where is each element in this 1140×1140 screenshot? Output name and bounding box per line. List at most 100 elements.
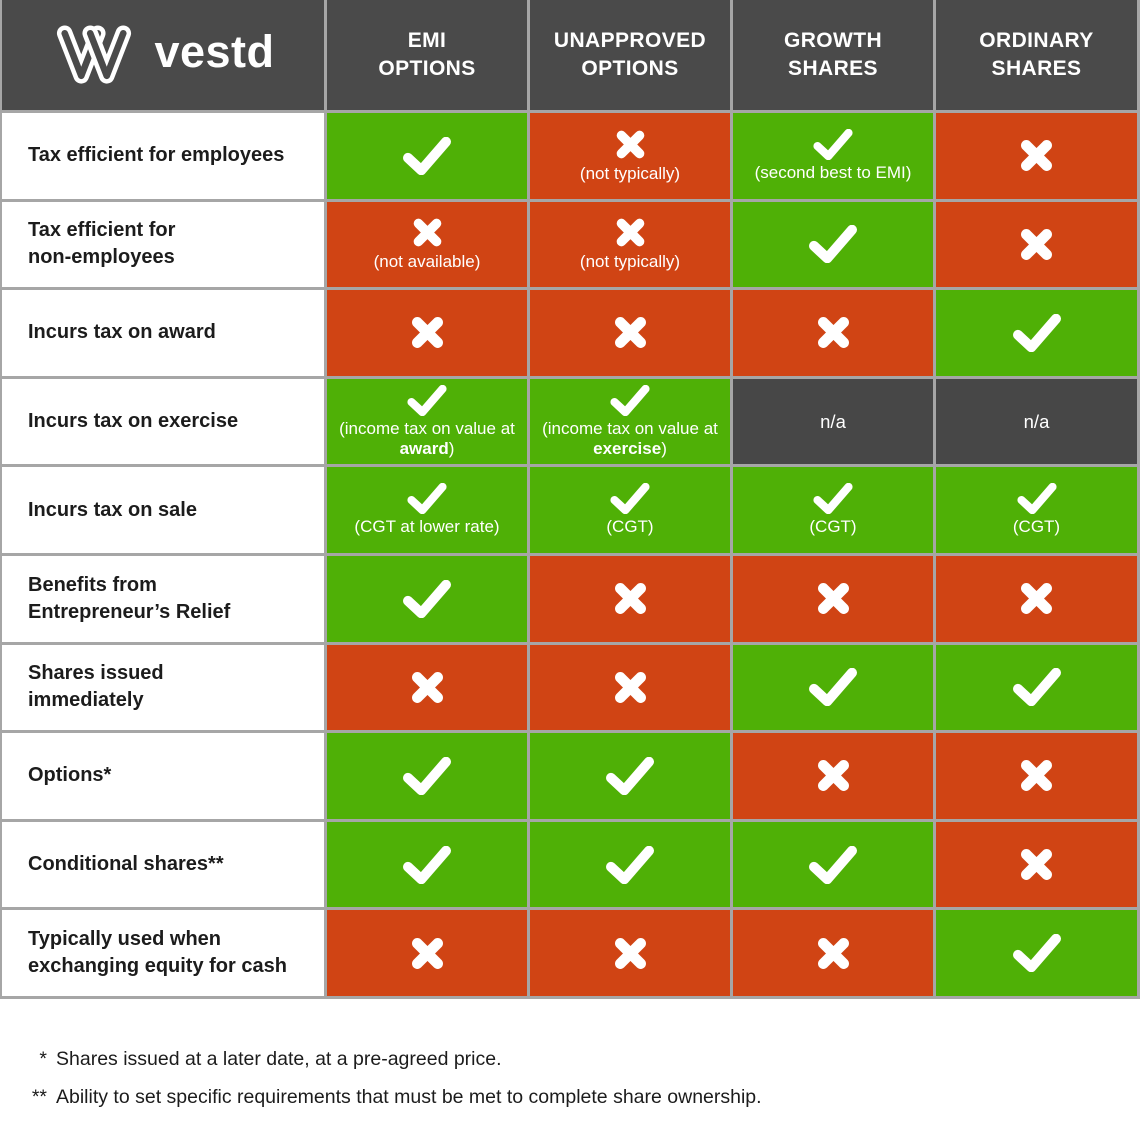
cell-yes [530, 733, 730, 819]
check-icon [407, 483, 447, 515]
cell-note: (CGT) [606, 517, 654, 537]
cross-icon [413, 219, 441, 247]
brand-header-cell: vestd [2, 0, 324, 110]
footnote-marker: ** [31, 1086, 47, 1109]
check-icon [1012, 313, 1061, 352]
cross-icon [614, 671, 646, 703]
cell-yes: (CGT at lower rate) [327, 467, 527, 553]
vestd-heart-logo-icon [51, 0, 137, 117]
cell-note: (CGT at lower rate) [354, 517, 500, 537]
check-icon [1016, 483, 1057, 515]
cross-icon [817, 937, 849, 969]
cell-no [327, 290, 527, 376]
check-icon [606, 756, 654, 795]
row-label-benefits-from-entrepreneur-s-relief: Benefits from Entrepreneur’s Relief [2, 555, 324, 642]
cell-no: (not typically) [530, 201, 730, 288]
cell-note: (income tax on value at exercise) [542, 418, 718, 458]
check-icon [610, 483, 650, 515]
cell-no [530, 644, 730, 731]
cross-icon [1021, 140, 1052, 172]
cell-note: (not available) [373, 252, 481, 272]
cross-icon [614, 937, 646, 969]
cell-no [936, 733, 1137, 819]
row-label-typically-used-when-exchanging-equity-for-cash: Typically used when exchanging equity fo… [2, 910, 324, 996]
check-icon [1012, 668, 1061, 707]
row-label-shares-issued-immediately: Shares issued immediately [2, 644, 324, 731]
cross-icon [616, 219, 644, 247]
check-icon [403, 845, 451, 884]
footnotes: * Shares issued at a later date, at a pre… [0, 999, 1140, 1111]
cell-no [327, 644, 527, 731]
cell-na: n/a [733, 378, 933, 465]
check-icon [809, 845, 857, 884]
cell-yes [733, 821, 933, 908]
na-text: n/a [1023, 410, 1050, 432]
cell-yes [936, 910, 1137, 996]
footnote: ** Ability to set specific requirements t… [14, 1085, 1140, 1110]
cross-icon [616, 130, 644, 159]
footnote: * Shares issued at a later date, at a pre… [14, 1047, 1140, 1072]
cell-no [936, 113, 1137, 199]
row-label-tax-efficient-for-employees: Tax efficient for employees [2, 113, 324, 199]
cell-yes: (CGT) [936, 467, 1137, 553]
cell-no [327, 910, 527, 996]
cross-icon [614, 583, 646, 615]
row-label-incurs-tax-on-sale: Incurs tax on sale [2, 467, 324, 553]
cell-no [530, 555, 730, 642]
cross-icon [817, 317, 849, 349]
column-header-unapproved-options: UNAPPROVED OPTIONS [530, 0, 730, 110]
cell-yes [936, 644, 1137, 731]
cross-icon [817, 760, 849, 792]
cell-no [936, 201, 1137, 288]
row-label-conditional-shares: Conditional shares** [2, 821, 324, 908]
check-icon [1012, 934, 1061, 973]
cell-note: (not typically) [579, 163, 681, 183]
check-icon [403, 136, 451, 175]
cell-yes [327, 733, 527, 819]
column-header-growth-shares: GROWTH SHARES [733, 0, 933, 110]
cell-yes [327, 113, 527, 199]
cell-yes: (CGT) [733, 467, 933, 553]
column-header-ordinary-shares: ORDINARY SHARES [936, 0, 1137, 110]
brand-name: vestd [154, 25, 275, 77]
cell-yes: (income tax on value at exercise) [530, 378, 730, 465]
footnote-marker: * [39, 1047, 47, 1070]
cell-note: (income tax on value at award) [339, 418, 515, 458]
cell-yes [936, 290, 1137, 376]
check-icon [610, 384, 650, 416]
cell-no [530, 910, 730, 996]
row-label-incurs-tax-on-award: Incurs tax on award [2, 290, 324, 376]
cell-no: (not typically) [530, 113, 730, 199]
cell-yes: (income tax on value at award) [327, 378, 527, 465]
cross-icon [817, 583, 849, 615]
cross-icon [1021, 760, 1052, 792]
check-icon [813, 128, 853, 160]
cell-note: (CGT) [809, 517, 857, 537]
cell-note: (not typically) [579, 252, 681, 272]
check-icon [809, 225, 857, 264]
cell-yes [327, 821, 527, 908]
cell-yes: (CGT) [530, 467, 730, 553]
cell-no [733, 290, 933, 376]
cell-no [733, 555, 933, 642]
na-text: n/a [820, 410, 846, 432]
row-label-options: Options* [2, 733, 324, 819]
cell-no [733, 910, 933, 996]
cross-icon [614, 317, 646, 349]
cell-yes: (second best to EMI) [733, 113, 933, 199]
cell-yes [530, 821, 730, 908]
row-label-tax-efficient-for-non-employees: Tax efficient for non-employees [2, 201, 324, 288]
cross-icon [1021, 583, 1052, 615]
check-icon [403, 756, 451, 795]
check-icon [809, 668, 857, 707]
comparison-table: vestd EMI OPTIONS UNAPPROVED OPTIONS GROWT… [0, 0, 1140, 999]
cell-yes [327, 555, 527, 642]
cell-no [936, 821, 1137, 908]
cross-icon [1021, 849, 1052, 881]
cell-na: n/a [936, 378, 1137, 465]
footnote-text: Shares issued at a later date, at a pre-… [56, 1047, 502, 1070]
check-icon [403, 579, 451, 618]
cross-icon [411, 671, 443, 703]
cell-yes [733, 201, 933, 288]
